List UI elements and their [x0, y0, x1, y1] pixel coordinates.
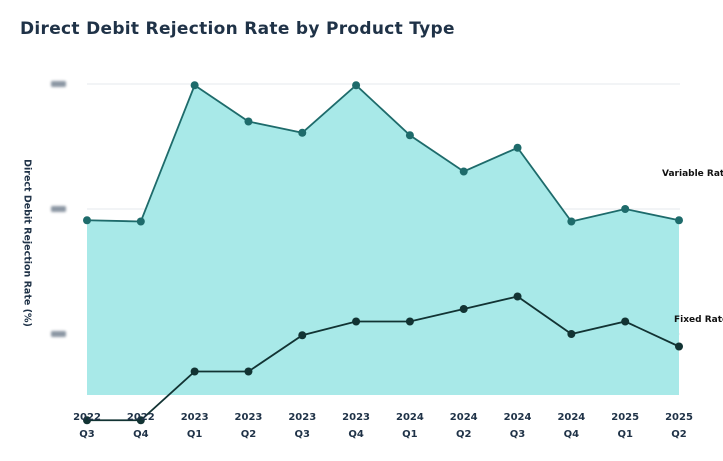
- x-tick-label-year: 2022: [73, 412, 101, 423]
- fixed-rate-point: [513, 292, 522, 301]
- x-tick-label-year: 2024: [450, 412, 478, 423]
- point-layer: [83, 81, 683, 425]
- variable-rate-point: [621, 205, 630, 213]
- variable-rate-area: [87, 85, 679, 395]
- x-tick-label-year: 2025: [665, 412, 693, 423]
- y-tick-label-obscured: [51, 206, 66, 212]
- x-tick-label-quarter: Q3: [79, 429, 95, 440]
- series-label-fixed-rate: Fixed Rate: [674, 315, 723, 325]
- x-tick-label-quarter: Q1: [617, 429, 633, 440]
- variable-rate-point: [459, 167, 468, 176]
- fixed-rate-point: [136, 416, 145, 425]
- x-tick-label-year: 2023: [288, 412, 316, 423]
- y-tick-labels: [51, 81, 66, 337]
- x-tick-label-quarter: Q2: [241, 429, 257, 440]
- x-tick-label-quarter: Q1: [402, 429, 418, 440]
- fixed-rate-point: [244, 367, 253, 376]
- fixed-rate-line: [87, 295, 680, 422]
- fixed-rate-point: [83, 416, 91, 425]
- series-label-variable-rate: Variable Rate: [662, 169, 723, 179]
- x-tick-label-year: 2023: [235, 412, 263, 423]
- variable-rate-line: [86, 83, 680, 223]
- x-tick-label-quarter: Q3: [510, 429, 526, 440]
- x-tick-label-year: 2024: [396, 412, 424, 423]
- variable-rate-point: [513, 143, 522, 152]
- area-layer: [87, 85, 679, 395]
- fixed-rate-point: [352, 317, 361, 326]
- x-tick-label-year: 2022: [127, 412, 155, 423]
- fixed-rate-point: [405, 317, 414, 326]
- variable-rate-point: [298, 128, 307, 137]
- variable-rate-point: [352, 81, 361, 90]
- series-labels: Variable Rate Fixed Rate: [662, 169, 723, 325]
- variable-rate-point: [136, 217, 145, 226]
- variable-rate-point: [405, 131, 414, 140]
- y-tick-label-obscured: [51, 331, 66, 337]
- x-tick-label-year: 2023: [181, 412, 209, 423]
- x-tick-label-quarter: Q2: [456, 429, 472, 440]
- y-tick-label-obscured: [51, 81, 66, 87]
- x-tick-label-year: 2023: [342, 412, 370, 423]
- x-tick-label-quarter: Q1: [187, 429, 203, 440]
- x-tick-label-quarter: Q4: [348, 429, 364, 440]
- variable-rate-point: [567, 217, 576, 226]
- fixed-rate-point: [190, 367, 199, 376]
- variable-rate-point: [244, 117, 253, 126]
- chart-title: Direct Debit Rejection Rate by Product T…: [20, 19, 455, 39]
- variable-rate-point: [675, 216, 683, 225]
- x-tick-label-year: 2024: [504, 412, 532, 423]
- x-tick-label-year: 2024: [557, 412, 585, 423]
- fixed-rate-point: [459, 305, 468, 313]
- fixed-rate-point: [298, 331, 307, 340]
- x-tick-label-quarter: Q2: [671, 429, 687, 440]
- variable-rate-point: [83, 216, 91, 225]
- fixed-rate-point: [567, 330, 576, 338]
- fixed-rate-point: [621, 317, 630, 326]
- x-tick-label-year: 2025: [611, 412, 639, 423]
- x-tick-label-quarter: Q4: [133, 429, 149, 440]
- variable-rate-point: [190, 81, 199, 90]
- fixed-rate-point: [675, 342, 683, 351]
- line-layer: [86, 83, 680, 422]
- x-tick-label-quarter: Q3: [295, 429, 311, 440]
- x-tick-label-quarter: Q4: [564, 429, 580, 440]
- x-tick-labels: 2022 Q3 2022 Q4 2023 Q1 2023 Q2 2023 Q3 2023 Q4 2024…: [73, 412, 693, 440]
